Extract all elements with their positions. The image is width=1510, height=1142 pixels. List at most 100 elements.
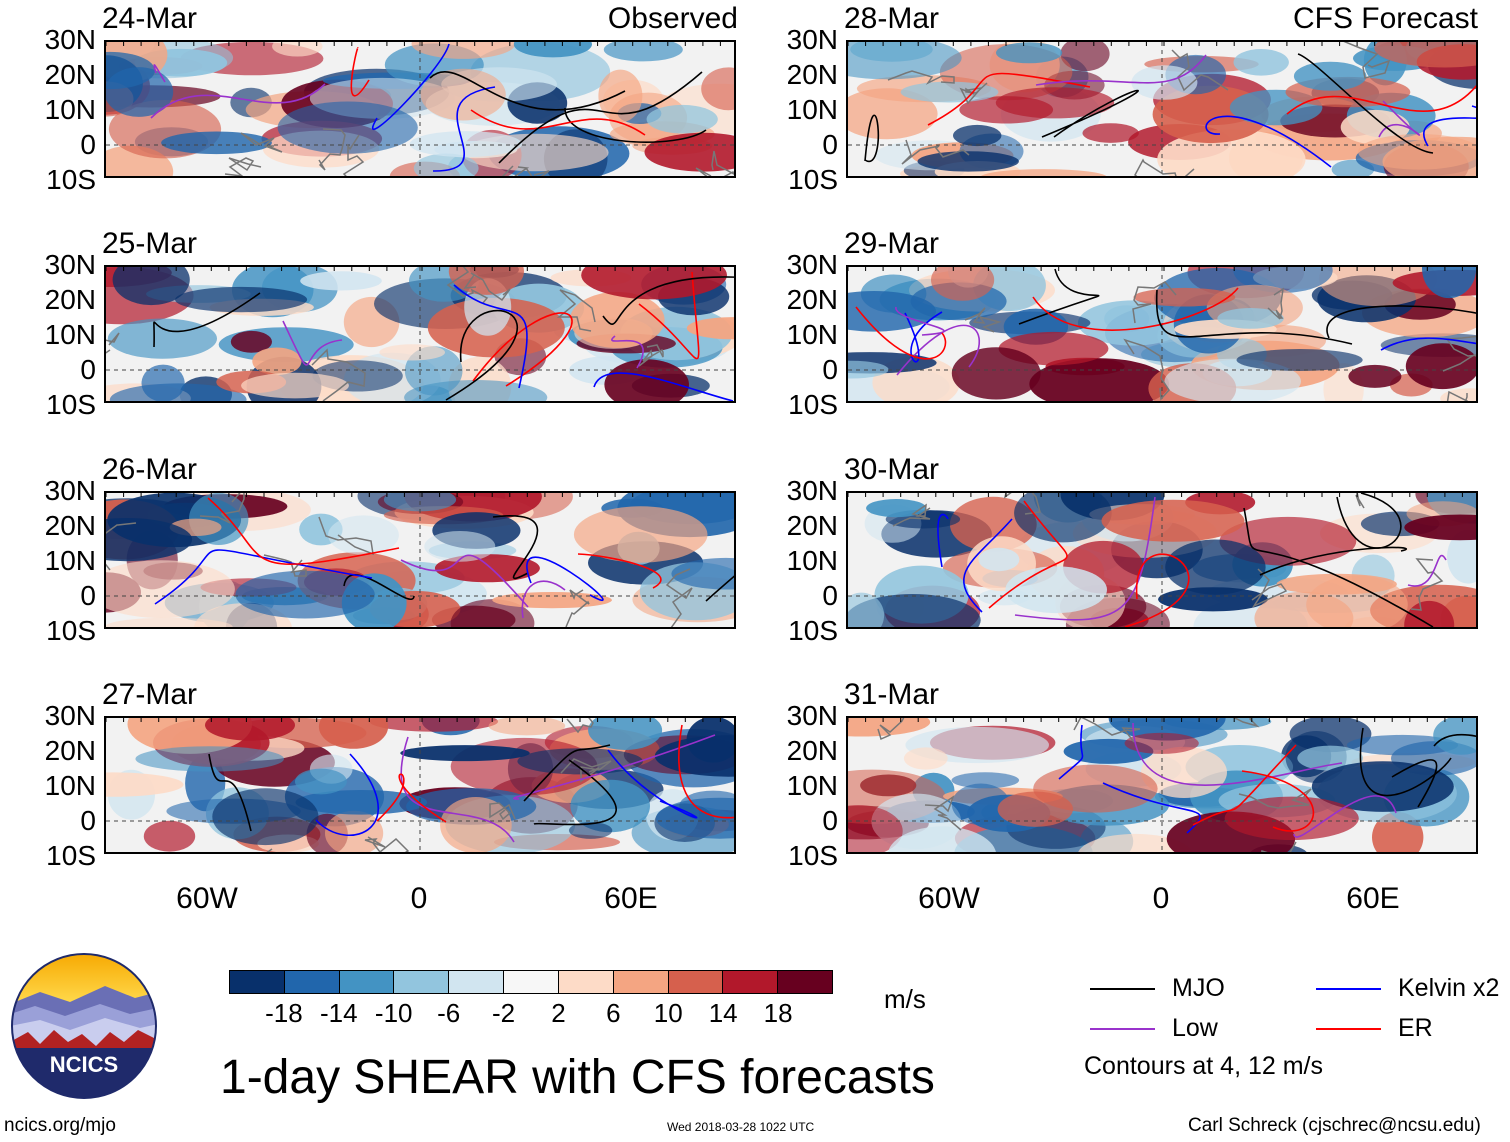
shear-blob [644, 132, 734, 172]
lat-label: 0 [822, 805, 838, 836]
lat-label: 30N [786, 700, 838, 731]
lat-label: 20N [44, 284, 96, 315]
lat-label: 10N [786, 545, 838, 576]
shear-blob [1217, 308, 1284, 329]
coastline [1251, 568, 1288, 608]
contour-line [577, 553, 662, 589]
lat-label: 20N [44, 510, 96, 541]
lat-label: 0 [822, 129, 838, 160]
shear-blob [978, 547, 1020, 572]
shear-blob [570, 779, 650, 833]
shear-blob [488, 718, 566, 736]
figure-title: 1-day SHEAR with CFS forecasts [220, 1051, 935, 1104]
shear-blob [230, 330, 272, 353]
coastline [638, 344, 664, 367]
shear-blob [848, 42, 962, 80]
shear-blob [1108, 718, 1226, 741]
coastline [199, 493, 245, 524]
lat-label: 10N [786, 319, 838, 350]
shear-blob [900, 81, 999, 103]
observed-header: Observed [607, 2, 738, 35]
lat-label: 0 [80, 580, 96, 611]
shear-blob [1374, 42, 1476, 68]
colorbar-swatch [338, 971, 394, 993]
shear-blob [409, 131, 522, 158]
lat-label: 30N [44, 24, 96, 55]
panel-date-31-mar: 31-Mar [844, 678, 940, 711]
footer-url[interactable]: ncics.org/mjo [4, 1115, 116, 1136]
shear-blob [175, 286, 308, 313]
contour-line [492, 515, 539, 580]
shear-blob [1433, 718, 1476, 755]
shear-blob [212, 788, 319, 846]
panel-date-24-mar: 24-Mar [102, 2, 198, 35]
legend-line-low [1090, 1028, 1155, 1030]
contour-line [1205, 115, 1332, 168]
shear-blob [106, 518, 193, 562]
contour-line [153, 64, 166, 83]
shear-blob [1236, 349, 1363, 371]
contour-line [611, 335, 644, 369]
shear-blob [1405, 343, 1476, 390]
contour-line [1423, 105, 1476, 147]
colorbar-tick-label: 14 [708, 998, 738, 1028]
legend-label: MJO [1172, 974, 1225, 1002]
shear-blob [272, 42, 323, 57]
coastline [489, 802, 516, 821]
legend-label: Low [1172, 1014, 1218, 1042]
lat-label: 10S [46, 840, 96, 871]
lat-label: 10S [46, 389, 96, 420]
lat-label: 30N [786, 249, 838, 280]
lat-label: 30N [786, 24, 838, 55]
shear-blob [1005, 566, 1107, 614]
contour-line [445, 309, 519, 401]
contour-line [1380, 337, 1476, 351]
shear-blob [205, 718, 295, 741]
shear-blob [1082, 123, 1139, 143]
shear-blob [143, 820, 196, 852]
coastline [106, 332, 120, 354]
contour-line [607, 749, 698, 819]
shear-blob [568, 822, 613, 839]
colorbar-tick-label: -6 [437, 998, 461, 1028]
shear-blob [379, 344, 446, 361]
shear-blob [1029, 358, 1170, 401]
contour-line [1297, 53, 1434, 154]
legend-label: Kelvin x2 [1398, 974, 1500, 1002]
coastline [887, 70, 955, 85]
contour-line [429, 71, 626, 111]
shear-blob [603, 42, 683, 62]
contour-line [593, 372, 734, 401]
shear-blob [107, 318, 217, 359]
shear-blob [951, 772, 1020, 789]
coastline [1261, 841, 1297, 852]
shear-blob [931, 267, 995, 301]
contour-line [855, 306, 947, 360]
shear-blob [106, 772, 184, 797]
shear-blob [413, 153, 479, 176]
coastline [1216, 718, 1260, 728]
contour-line [453, 284, 528, 389]
coastline [1267, 287, 1284, 320]
shear-blob [420, 68, 506, 121]
coastline [877, 718, 905, 741]
shear-blob [1276, 573, 1397, 595]
shear-blob [400, 745, 530, 762]
shear-blob [848, 88, 938, 140]
contour-line [1032, 287, 1239, 331]
shear-blob [235, 570, 375, 619]
shear-blob [1404, 514, 1476, 541]
coastline [665, 568, 693, 627]
shear-blob [161, 131, 272, 155]
shear-blob [109, 383, 247, 401]
shear-blob [848, 360, 889, 379]
shear-map-29-mar [846, 265, 1478, 403]
shear-blob [1422, 267, 1476, 299]
lat-label: 10S [788, 164, 838, 195]
contour-line [678, 724, 734, 819]
lat-label: 10N [44, 770, 96, 801]
colorbar-tick-label: -14 [320, 998, 358, 1028]
contour-line [904, 311, 943, 363]
contour-line [1041, 89, 1139, 138]
ncics-logo[interactable]: NCICS [10, 952, 158, 1100]
